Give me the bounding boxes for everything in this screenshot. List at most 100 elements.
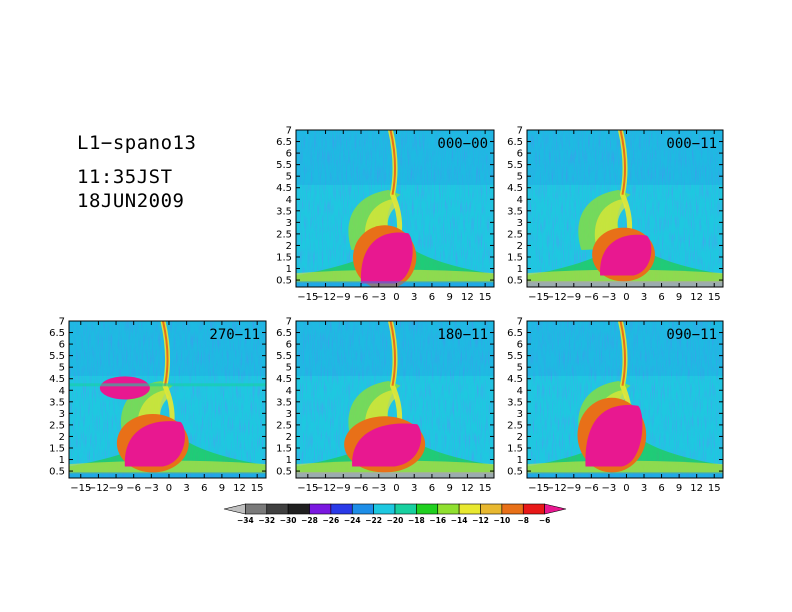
- panel-4: 180−110.511.522.533.544.555.566.57−15−12…: [276, 317, 495, 494]
- blob-core: [585, 405, 643, 467]
- y-tick-label: 6: [517, 340, 523, 351]
- y-tick-label: 1.5: [276, 252, 292, 263]
- x-tick-label: −9: [109, 483, 124, 494]
- colorbar-label: −34: [237, 516, 254, 525]
- y-tick-label: 0.5: [276, 467, 292, 478]
- x-tick-label: 6: [429, 483, 435, 494]
- blob-core: [600, 234, 652, 276]
- stalk-core: [389, 130, 397, 195]
- panel-label: 270−11: [209, 327, 260, 343]
- y-tick-label: 5.5: [49, 351, 65, 362]
- panel-1: 000−000.511.522.533.544.555.566.57−15−12…: [276, 126, 495, 303]
- x-tick-label: −12: [315, 483, 336, 494]
- x-tick-label: −3: [371, 292, 386, 303]
- x-tick-label: 3: [641, 483, 647, 494]
- x-tick-label: −6: [126, 483, 141, 494]
- y-tick-label: 2.5: [276, 420, 292, 431]
- x-tick-label: −3: [371, 483, 386, 494]
- y-tick-label: 3: [517, 409, 523, 420]
- colorbar-swatch: [480, 503, 503, 515]
- y-tick-label: 5: [517, 172, 523, 183]
- y-tick-label: 3.5: [276, 397, 292, 408]
- stalk-core: [161, 321, 169, 386]
- x-tick-label: −3: [602, 483, 617, 494]
- y-tick-label: 7: [517, 126, 523, 137]
- y-tick-label: 6.5: [276, 328, 292, 339]
- y-tick-label: 3: [286, 218, 292, 229]
- panel-label: 090−11: [666, 327, 717, 343]
- panel-label: 000−11: [666, 136, 717, 152]
- y-tick-label: 5: [286, 172, 292, 183]
- panel-5: 090−110.511.522.533.544.555.566.57−15−12…: [507, 317, 724, 494]
- x-tick-label: 12: [461, 483, 474, 494]
- x-tick-label: 0: [393, 483, 399, 494]
- y-tick-label: 2.5: [49, 420, 65, 431]
- x-tick-label: 6: [658, 483, 664, 494]
- ground-band: [69, 472, 266, 478]
- colorbar-swatch: [458, 503, 481, 515]
- panel-frame: [526, 129, 724, 288]
- stalk-core: [619, 321, 627, 386]
- y-tick-label: 0.5: [276, 276, 292, 287]
- y-tick-label: 6: [59, 340, 65, 351]
- x-tick-label: 15: [708, 483, 721, 494]
- x-tick-label: 9: [676, 292, 682, 303]
- y-tick-label: 4: [59, 386, 65, 397]
- x-tick-label: −15: [70, 483, 91, 494]
- ground-band: [296, 281, 494, 287]
- colorbar-label: −18: [408, 516, 425, 525]
- x-tick-label: 15: [479, 292, 492, 303]
- x-tick-label: −9: [566, 483, 581, 494]
- colorbar-label: −22: [365, 516, 382, 525]
- y-tick-label: 3: [517, 218, 523, 229]
- y-tick-label: 1: [517, 264, 523, 275]
- y-tick-label: 4: [517, 386, 523, 397]
- y-tick-label: 3: [59, 409, 65, 420]
- x-tick-label: 9: [446, 483, 452, 494]
- panel-frame: [295, 129, 495, 288]
- x-tick-label: 12: [233, 483, 246, 494]
- y-tick-label: 5.5: [507, 160, 523, 171]
- y-tick-label: 3.5: [276, 206, 292, 217]
- x-tick-label: 12: [690, 292, 703, 303]
- y-tick-label: 2: [59, 432, 65, 443]
- panel-frame: [526, 320, 724, 479]
- ground-band: [296, 472, 494, 478]
- y-tick-label: 5.5: [507, 351, 523, 362]
- blob-core: [124, 421, 185, 467]
- y-tick-label: 1.5: [507, 443, 523, 454]
- panel-frame: [68, 320, 267, 479]
- y-tick-label: 1.5: [49, 443, 65, 454]
- colorbar-swatch: [416, 503, 439, 515]
- y-tick-label: 6: [286, 340, 292, 351]
- y-tick-label: 4.5: [276, 183, 292, 194]
- colorbar-label: −8: [517, 516, 529, 525]
- blob-core: [360, 232, 413, 284]
- x-tick-label: −15: [297, 292, 318, 303]
- colorbar-swatch: [266, 503, 289, 515]
- colorbar-swatch: [373, 503, 396, 515]
- y-tick-label: 4.5: [507, 374, 523, 385]
- title-time: 11:35JST: [77, 166, 173, 188]
- y-tick-label: 2: [286, 241, 292, 252]
- panel-label: 000−00: [437, 136, 488, 152]
- x-tick-label: −3: [144, 483, 159, 494]
- y-tick-label: 1: [59, 455, 65, 466]
- x-tick-label: 0: [393, 292, 399, 303]
- upper-lobe-band: [69, 383, 266, 387]
- y-tick-label: 4.5: [507, 183, 523, 194]
- colorbar-label: −10: [494, 516, 511, 525]
- colorbar-label: −26: [323, 516, 340, 525]
- y-tick-label: 3.5: [507, 206, 523, 217]
- y-tick-label: 0.5: [49, 467, 65, 478]
- x-tick-label: −12: [546, 483, 567, 494]
- y-tick-label: 0.5: [507, 276, 523, 287]
- y-tick-label: 4: [286, 386, 292, 397]
- y-tick-label: 4: [286, 195, 292, 206]
- y-tick-label: 5: [517, 363, 523, 374]
- y-tick-label: 1: [517, 455, 523, 466]
- colorbar-label: −32: [258, 516, 275, 525]
- y-tick-label: 2: [517, 241, 523, 252]
- y-tick-label: 4.5: [49, 374, 65, 385]
- panel-3: 270−110.511.522.533.544.555.566.57−15−12…: [49, 317, 267, 494]
